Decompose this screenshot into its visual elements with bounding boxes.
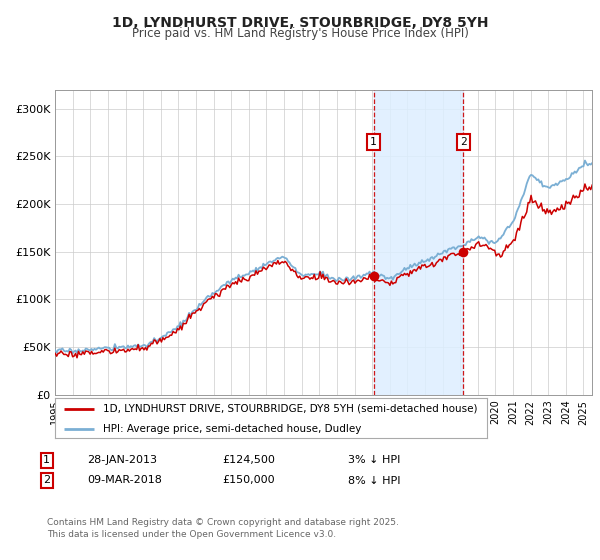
- Text: 8% ↓ HPI: 8% ↓ HPI: [348, 475, 401, 486]
- Text: 1: 1: [43, 455, 50, 465]
- Bar: [374, 90, 463, 395]
- Text: Price paid vs. HM Land Registry's House Price Index (HPI): Price paid vs. HM Land Registry's House …: [131, 27, 469, 40]
- Text: Contains HM Land Registry data © Crown copyright and database right 2025.
This d: Contains HM Land Registry data © Crown c…: [47, 518, 398, 539]
- Text: £150,000: £150,000: [222, 475, 275, 486]
- Text: 09-MAR-2018: 09-MAR-2018: [87, 475, 162, 486]
- Text: 2: 2: [43, 475, 50, 486]
- Text: 3% ↓ HPI: 3% ↓ HPI: [348, 455, 400, 465]
- Text: HPI: Average price, semi-detached house, Dudley: HPI: Average price, semi-detached house,…: [103, 424, 361, 434]
- Text: 1: 1: [370, 137, 377, 147]
- Text: £124,500: £124,500: [222, 455, 275, 465]
- Text: 1D, LYNDHURST DRIVE, STOURBRIDGE, DY8 5YH: 1D, LYNDHURST DRIVE, STOURBRIDGE, DY8 5Y…: [112, 16, 488, 30]
- Text: 1D, LYNDHURST DRIVE, STOURBRIDGE, DY8 5YH (semi-detached house): 1D, LYNDHURST DRIVE, STOURBRIDGE, DY8 5Y…: [103, 404, 477, 414]
- Text: 28-JAN-2013: 28-JAN-2013: [87, 455, 157, 465]
- Text: 2: 2: [460, 137, 467, 147]
